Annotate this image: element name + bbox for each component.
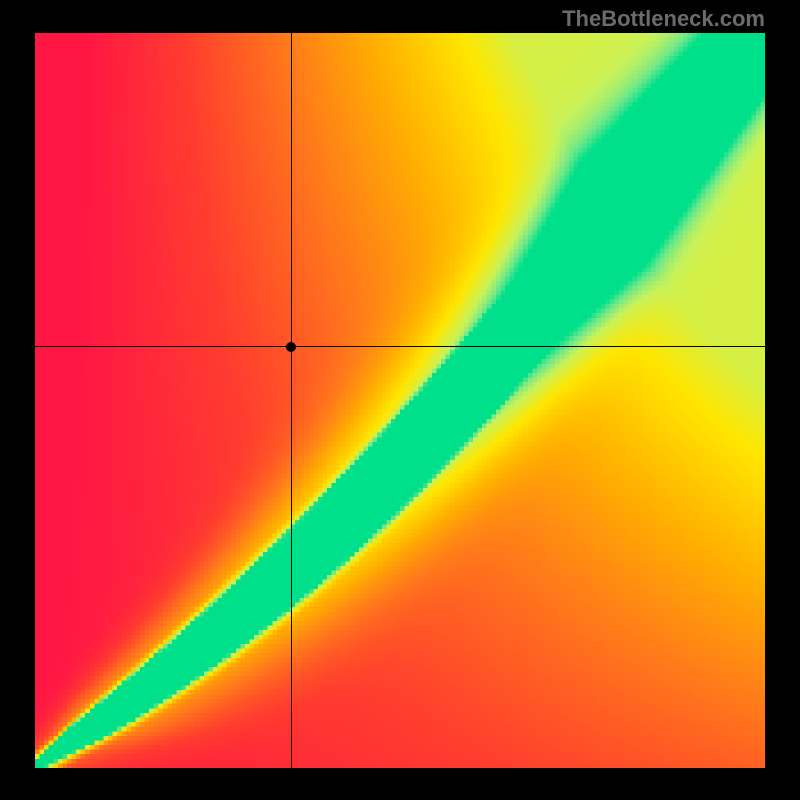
crosshair-horizontal	[35, 346, 765, 347]
bottleneck-heatmap	[35, 33, 765, 768]
watermark-text: TheBottleneck.com	[562, 6, 765, 32]
crosshair-vertical	[291, 33, 292, 768]
chart-container: TheBottleneck.com	[0, 0, 800, 800]
